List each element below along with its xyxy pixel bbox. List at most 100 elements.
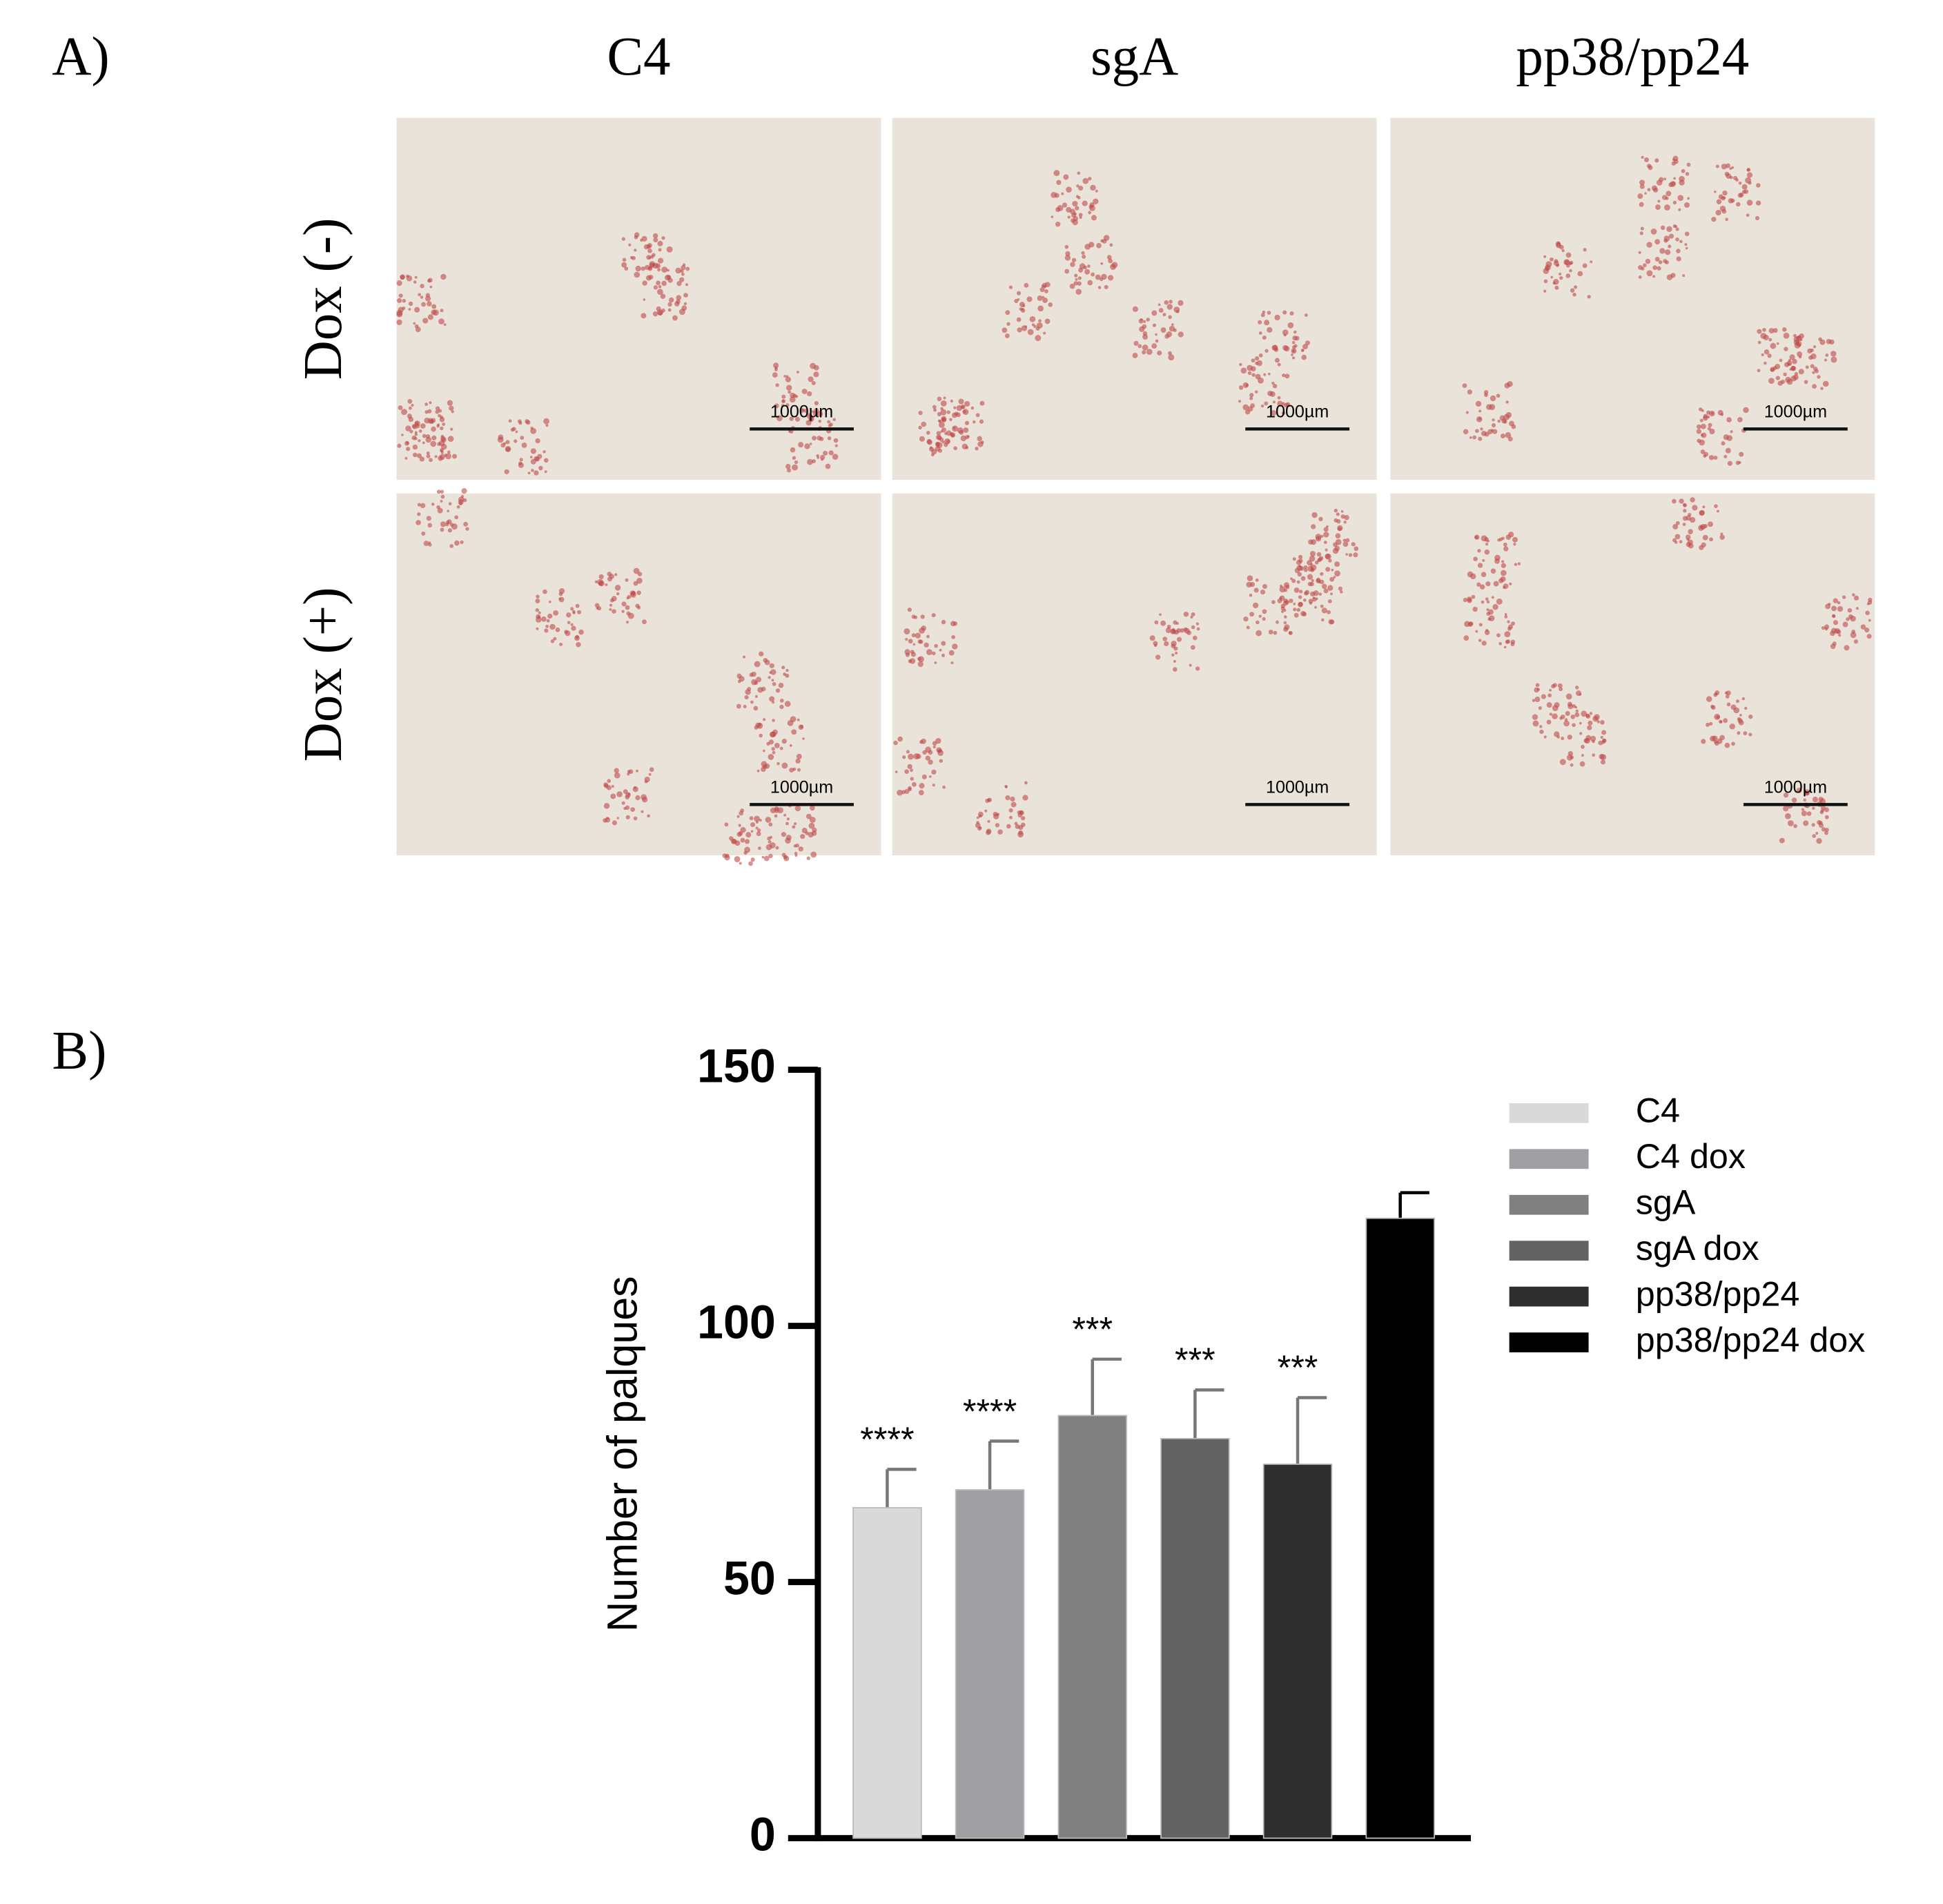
- plaque-dot: [1826, 338, 1832, 344]
- plaque-dot: [1543, 255, 1547, 258]
- plaque-dot: [629, 590, 636, 596]
- plaque-dot: [1505, 534, 1512, 541]
- plaque-dot: [1164, 300, 1169, 305]
- plaque-dot: [641, 797, 648, 803]
- y-axis-label: Number of palques: [599, 1276, 646, 1632]
- plaque-dot: [420, 423, 426, 429]
- plaque-dot: [797, 718, 800, 721]
- plaque-dot: [463, 521, 469, 527]
- plaque-dot: [632, 255, 636, 260]
- plaque-dot: [1833, 598, 1838, 603]
- plaque-dot: [1545, 266, 1550, 271]
- plaque-dot: [537, 454, 543, 459]
- plaque-dot: [1151, 343, 1158, 349]
- plaque-dot: [1812, 797, 1819, 803]
- plaque-dot: [1482, 558, 1485, 562]
- plaque-dot: [1855, 607, 1859, 610]
- plaque-dot: [911, 633, 916, 638]
- plaque-dot: [769, 663, 774, 668]
- bar: [1365, 1217, 1435, 1839]
- plaque-dot: [1510, 639, 1516, 645]
- plaque-dot: [1792, 358, 1797, 365]
- plaque-dot: [953, 426, 956, 429]
- plaque-dot: [1055, 207, 1061, 213]
- plaque-dot: [1575, 709, 1579, 713]
- plaque-dot: [440, 426, 444, 431]
- plaque-dot: [1644, 192, 1647, 195]
- plaque-dot: [931, 449, 937, 455]
- plaque-dot: [1005, 795, 1010, 801]
- plaque-dot: [1343, 521, 1347, 524]
- plaque-dot: [1652, 275, 1656, 278]
- plaque-dot: [1783, 793, 1789, 798]
- plaque-dot: [1335, 533, 1341, 538]
- plaque-dot: [1463, 429, 1469, 435]
- plaque-dot: [1745, 177, 1752, 184]
- plaque-dot: [940, 400, 947, 407]
- plaque-dot: [681, 264, 686, 271]
- plaque-dot: [1706, 415, 1710, 419]
- plaque-dot: [1652, 265, 1657, 271]
- plaque-dot: [1267, 327, 1273, 333]
- plaque-dot: [1095, 274, 1101, 280]
- plaque-dot: [1096, 242, 1102, 249]
- plaque-dot: [1195, 666, 1200, 671]
- plaque-dot: [977, 826, 982, 831]
- plaque-dot: [1866, 634, 1872, 639]
- plaque-dot: [604, 784, 609, 788]
- plaque-dot: [925, 755, 930, 761]
- plaque-dot: [799, 724, 803, 728]
- plaque-dot: [447, 509, 450, 512]
- plaque-dot: [1154, 620, 1159, 625]
- plaque-dot: [802, 737, 805, 740]
- plaque-dot: [431, 503, 435, 506]
- plaque-dot: [1810, 364, 1815, 369]
- plaque-dot: [827, 436, 832, 440]
- plaque-dot: [1292, 557, 1296, 561]
- plaque-dot: [1832, 614, 1836, 619]
- plaque-dot: [1737, 731, 1741, 735]
- plaque-dot: [658, 285, 662, 289]
- plaque-dot: [1812, 371, 1815, 374]
- plaque-dot: [1640, 226, 1644, 231]
- plaque-dot: [423, 541, 429, 546]
- plaque-dot: [1737, 193, 1743, 198]
- plaque-dot: [773, 362, 779, 369]
- plaque-dot: [790, 447, 796, 453]
- plaque-dot: [1271, 344, 1278, 351]
- plaque-dot: [1741, 697, 1745, 701]
- plaque-dot: [623, 789, 628, 794]
- scale-bar-label: 1000µm: [1764, 778, 1827, 797]
- plaque-dot: [1481, 430, 1487, 436]
- legend-swatch: [1509, 1241, 1589, 1261]
- plaque-dot: [1665, 249, 1671, 255]
- plaque-dot: [1334, 561, 1340, 567]
- plaque-dot: [1309, 555, 1316, 562]
- plaque-dot: [1311, 524, 1316, 530]
- plaque-dot: [1171, 628, 1175, 632]
- plaque-dot: [941, 641, 946, 646]
- plaque-dot: [1293, 587, 1300, 593]
- plaque-dot: [1262, 310, 1266, 314]
- plaque-dot: [1731, 166, 1735, 169]
- plaque-dot: [661, 308, 665, 313]
- plaque-dot: [421, 302, 426, 307]
- plaque-dot: [402, 298, 407, 303]
- column-label: C4: [607, 27, 670, 87]
- plaque-dot: [1081, 251, 1085, 255]
- plaque-dot: [414, 307, 420, 313]
- plaque-dot: [1671, 161, 1676, 166]
- plaque-dot: [1289, 311, 1294, 315]
- plaque-dot: [1503, 645, 1507, 649]
- plaque-dot: [1690, 497, 1695, 503]
- plaque-dot: [943, 396, 946, 400]
- micrograph: [1390, 493, 1875, 855]
- plaque-dot: [656, 280, 661, 286]
- plaque-dot: [443, 323, 447, 327]
- plaque-dot: [1251, 358, 1256, 363]
- plaque-dot: [944, 438, 950, 445]
- plaque-dot: [970, 406, 975, 410]
- plaque-dot: [1077, 171, 1081, 175]
- plaque-dot: [1084, 269, 1091, 275]
- plaque-dot: [1565, 273, 1571, 278]
